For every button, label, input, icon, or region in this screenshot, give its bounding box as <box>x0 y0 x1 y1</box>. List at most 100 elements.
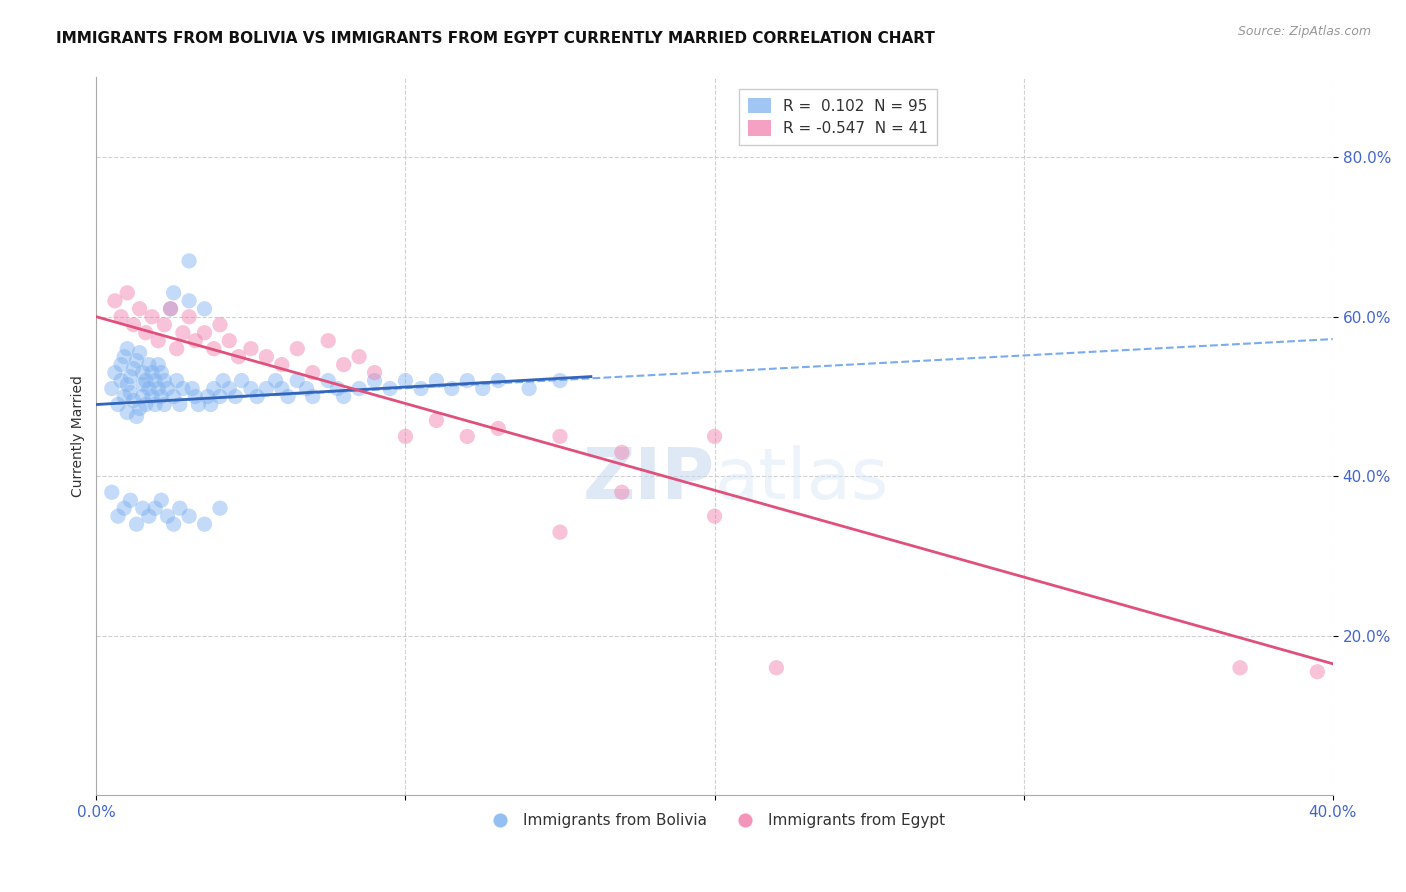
Point <box>548 525 571 540</box>
Point <box>548 429 571 443</box>
Point <box>132 366 155 380</box>
Point <box>285 374 308 388</box>
Point <box>125 409 148 424</box>
Point <box>200 397 222 411</box>
Point <box>301 366 323 380</box>
Point <box>228 350 250 364</box>
Point <box>202 382 225 396</box>
Point <box>184 390 207 404</box>
Point <box>110 358 132 372</box>
Point <box>172 382 194 396</box>
Point <box>231 374 253 388</box>
Point <box>150 366 173 380</box>
Point <box>146 382 169 396</box>
Text: IMMIGRANTS FROM BOLIVIA VS IMMIGRANTS FROM EGYPT CURRENTLY MARRIED CORRELATION C: IMMIGRANTS FROM BOLIVIA VS IMMIGRANTS FR… <box>56 31 935 46</box>
Point <box>117 342 139 356</box>
Point <box>135 374 157 388</box>
Point <box>486 421 509 435</box>
Point <box>224 390 246 404</box>
Point <box>146 334 169 348</box>
Point <box>301 390 323 404</box>
Point <box>517 382 540 396</box>
Point <box>162 285 184 300</box>
Point <box>132 501 155 516</box>
Point <box>122 393 145 408</box>
Point <box>143 397 166 411</box>
Point <box>159 301 181 316</box>
Point <box>548 374 571 388</box>
Y-axis label: Currently Married: Currently Married <box>72 376 86 498</box>
Point <box>270 382 292 396</box>
Point <box>117 285 139 300</box>
Point <box>135 397 157 411</box>
Point <box>425 413 447 427</box>
Point <box>202 342 225 356</box>
Point <box>285 342 308 356</box>
Point <box>122 318 145 332</box>
Legend: Immigrants from Bolivia, Immigrants from Egypt: Immigrants from Bolivia, Immigrants from… <box>478 807 950 834</box>
Point <box>146 358 169 372</box>
Point <box>193 301 215 316</box>
Point <box>218 382 240 396</box>
Point <box>143 501 166 516</box>
Point <box>159 301 181 316</box>
Point <box>101 382 124 396</box>
Point <box>471 382 494 396</box>
Point <box>112 390 135 404</box>
Point <box>112 350 135 364</box>
Point <box>125 517 148 532</box>
Point <box>153 318 176 332</box>
Point <box>394 374 416 388</box>
Point <box>128 401 150 416</box>
Point <box>254 382 277 396</box>
Point <box>150 493 173 508</box>
Point <box>239 342 262 356</box>
Point <box>440 382 463 396</box>
Point <box>138 509 160 524</box>
Point <box>132 377 155 392</box>
Point <box>107 509 129 524</box>
Point <box>135 326 157 340</box>
Point <box>128 301 150 316</box>
Point <box>610 445 633 459</box>
Point <box>212 374 235 388</box>
Point <box>246 390 269 404</box>
Point <box>128 345 150 359</box>
Point <box>141 366 163 380</box>
Point <box>208 501 231 516</box>
Point <box>156 382 179 396</box>
Point <box>316 334 339 348</box>
Point <box>150 390 173 404</box>
Point <box>187 397 209 411</box>
Point <box>765 661 787 675</box>
Point <box>295 382 318 396</box>
Point <box>264 374 287 388</box>
Text: atlas: atlas <box>714 445 889 514</box>
Point <box>610 485 633 500</box>
Point <box>486 374 509 388</box>
Point <box>110 310 132 324</box>
Point <box>1229 661 1251 675</box>
Point <box>177 254 200 268</box>
Text: Source: ZipAtlas.com: Source: ZipAtlas.com <box>1237 25 1371 38</box>
Point <box>110 374 132 388</box>
Point <box>169 501 191 516</box>
Point <box>193 517 215 532</box>
Point <box>425 374 447 388</box>
Point <box>703 509 725 524</box>
Point <box>156 509 179 524</box>
Point <box>162 517 184 532</box>
Point <box>117 405 139 419</box>
Point <box>107 397 129 411</box>
Point <box>239 382 262 396</box>
Point <box>184 334 207 348</box>
Point <box>316 374 339 388</box>
Point <box>141 310 163 324</box>
Point <box>166 342 188 356</box>
Point <box>153 397 176 411</box>
Point <box>394 429 416 443</box>
Point <box>177 293 200 308</box>
Point <box>270 358 292 372</box>
Point <box>277 390 299 404</box>
Point <box>141 390 163 404</box>
